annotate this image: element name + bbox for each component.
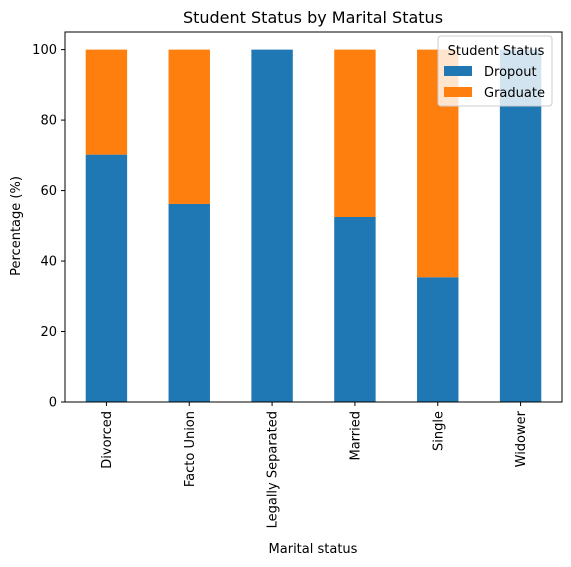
chart-title: Student Status by Marital Status: [183, 8, 443, 27]
x-tick-label: Divorced: [100, 411, 115, 469]
axes: [64, 31, 563, 403]
legend-swatch-graduate: [444, 87, 472, 97]
x-tick-label: Facto Union: [183, 411, 198, 487]
bar-dropout-facto-union: [168, 203, 210, 402]
y-axis-label: Percentage (%): [9, 176, 24, 276]
bar-dropout-married: [334, 217, 376, 402]
legend-label-dropout: Dropout: [484, 65, 537, 80]
y-tick-label: 0: [49, 396, 57, 411]
bars: [85, 49, 542, 402]
y-tick-label: 80: [40, 114, 57, 129]
y-tick-label: 60: [40, 184, 57, 199]
legend-swatch-dropout: [444, 66, 472, 76]
x-tick-label: Single: [431, 411, 446, 451]
bar-graduate-facto-union: [168, 49, 210, 204]
bar-dropout-widower: [499, 49, 542, 402]
ticks: 0 20 40 60 80 100 Divorced Facto Union Legally S…: [32, 43, 529, 528]
bar-dropout-legally-separated: [251, 49, 293, 402]
bar-graduate-divorced: [85, 49, 128, 155]
y-tick-label: 40: [40, 255, 57, 270]
x-axis-label: Marital status: [269, 542, 358, 557]
x-tick-label: Married: [348, 411, 363, 461]
x-tick-label: Legally Separated: [266, 411, 281, 528]
bar-dropout-single: [417, 277, 459, 402]
bar-graduate-married: [334, 49, 376, 217]
legend-items: Dropout Graduate: [444, 65, 545, 101]
axes-frame: [64, 31, 563, 403]
y-tick-label: 100: [32, 43, 57, 58]
legend: Student Status Dropout Graduate: [437, 35, 553, 107]
legend-label-graduate: Graduate: [484, 86, 545, 101]
legend-title: Student Status: [448, 44, 545, 59]
x-tick-label: Widower: [514, 410, 529, 467]
y-tick-label: 20: [40, 325, 57, 340]
bar-dropout-divorced: [85, 154, 128, 402]
